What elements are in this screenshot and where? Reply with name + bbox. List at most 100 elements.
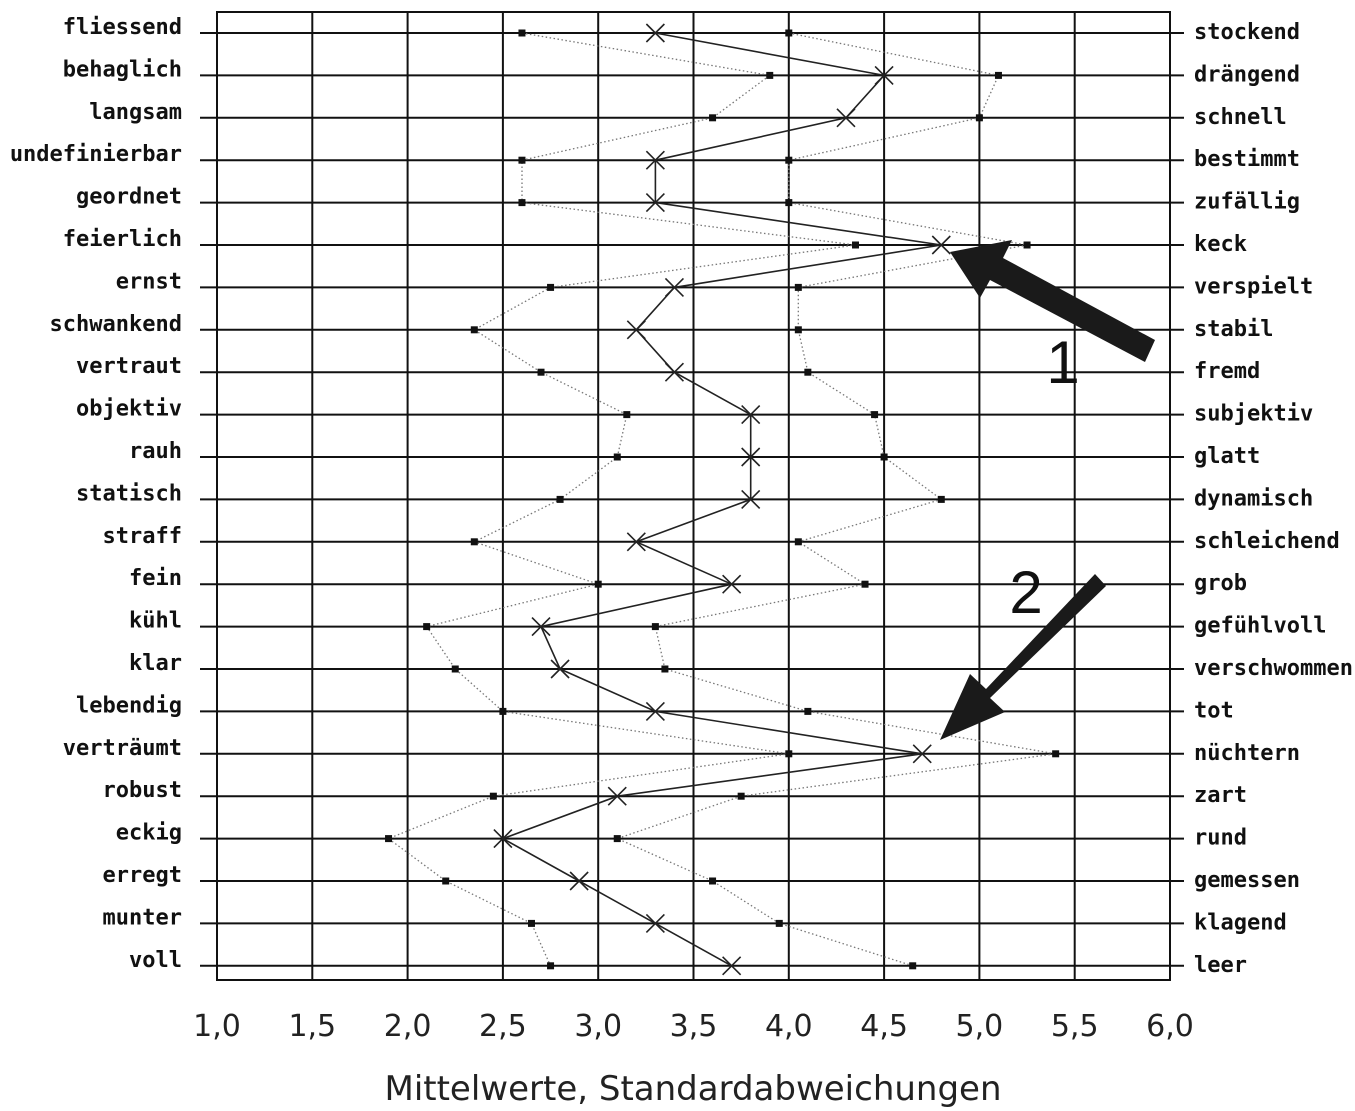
right-label: grob bbox=[1194, 571, 1247, 596]
right-label: zufällig bbox=[1194, 190, 1300, 215]
data-point-square bbox=[527, 919, 535, 927]
annotation-label-2: 2 bbox=[1009, 559, 1042, 626]
x-tick-label: 5,5 bbox=[1051, 1009, 1099, 1044]
data-point-square bbox=[709, 114, 717, 122]
data-point-square bbox=[470, 538, 478, 546]
data-point-x bbox=[531, 617, 551, 637]
data-point-square bbox=[518, 156, 526, 164]
data-point-square bbox=[794, 326, 802, 334]
right-label: glatt bbox=[1194, 444, 1260, 469]
data-point-square bbox=[499, 707, 507, 715]
x-tick-label: 4,5 bbox=[860, 1009, 908, 1044]
data-point-x bbox=[874, 65, 894, 85]
right-label: verschwommen bbox=[1194, 656, 1353, 681]
data-point-x bbox=[569, 871, 589, 891]
data-point-square bbox=[518, 29, 526, 37]
data-point-square bbox=[1052, 750, 1060, 758]
x-tick-label: 2,5 bbox=[479, 1009, 527, 1044]
series-2 bbox=[613, 29, 1060, 970]
data-point-x bbox=[664, 362, 685, 382]
data-point-x bbox=[550, 659, 570, 679]
data-point-square bbox=[442, 877, 450, 885]
left-label: robust bbox=[103, 778, 182, 803]
data-point-square bbox=[794, 283, 802, 291]
annotation-arrow-2 bbox=[940, 574, 1106, 740]
data-point-square bbox=[623, 411, 631, 419]
data-point-square bbox=[470, 326, 478, 334]
right-label: keck bbox=[1194, 232, 1247, 257]
data-point-x bbox=[912, 744, 932, 764]
x-axis-label: Mittelwerte, Standardabweichungen bbox=[384, 1069, 1001, 1109]
data-point-x bbox=[722, 956, 742, 976]
left-label: erregt bbox=[103, 863, 182, 888]
data-point-square bbox=[385, 835, 393, 843]
data-point-x bbox=[626, 320, 646, 340]
right-label: stockend bbox=[1194, 20, 1300, 45]
data-point-square bbox=[547, 962, 555, 970]
data-point-x bbox=[645, 193, 665, 213]
right-labels: stockend drängend schnell bestimmt zufällig k… bbox=[1194, 20, 1353, 978]
data-point-square bbox=[785, 156, 793, 164]
left-label: undefinierbar bbox=[10, 142, 182, 167]
data-point-x bbox=[664, 277, 685, 297]
data-point-square bbox=[852, 241, 860, 249]
data-point-square bbox=[975, 114, 983, 122]
data-point-x bbox=[645, 701, 665, 721]
data-point-x bbox=[741, 447, 761, 467]
right-label: stabil bbox=[1194, 317, 1273, 342]
data-point-square bbox=[804, 368, 812, 376]
data-point-square bbox=[861, 580, 869, 588]
left-label: statisch bbox=[76, 481, 182, 506]
left-label: kühl bbox=[129, 609, 182, 634]
left-label: objektiv bbox=[76, 397, 182, 422]
data-point-square bbox=[1023, 241, 1031, 249]
right-label: schnell bbox=[1194, 105, 1287, 130]
left-label: rauh bbox=[129, 439, 182, 464]
grid bbox=[200, 12, 1184, 980]
x-tick-label: 1,0 bbox=[193, 1009, 241, 1044]
series-0 bbox=[493, 23, 951, 976]
series-1 bbox=[385, 29, 860, 970]
data-point-square bbox=[613, 835, 621, 843]
annotation-label-1: 1 bbox=[1046, 329, 1079, 396]
right-label: bestimmt bbox=[1194, 147, 1300, 172]
data-point-x bbox=[836, 108, 856, 128]
right-label: nüchtern bbox=[1194, 741, 1300, 766]
data-point-square bbox=[785, 750, 793, 758]
data-point-x bbox=[493, 829, 513, 849]
data-point-square bbox=[709, 877, 717, 885]
data-point-square bbox=[794, 538, 802, 546]
left-label: munter bbox=[103, 905, 182, 930]
plot-frame bbox=[216, 11, 1171, 981]
data-point-square bbox=[880, 453, 888, 461]
right-label: gemessen bbox=[1194, 868, 1300, 893]
right-label: subjektiv bbox=[1194, 402, 1313, 427]
data-point-x bbox=[645, 150, 665, 170]
right-label: fremd bbox=[1194, 359, 1260, 384]
data-point-square bbox=[785, 199, 793, 207]
data-point-x bbox=[645, 913, 665, 933]
annotation-arrow-1 bbox=[950, 240, 1155, 362]
data-point-x bbox=[741, 405, 761, 425]
data-point-square bbox=[556, 495, 564, 503]
data-point-square bbox=[661, 665, 669, 673]
data-point-square bbox=[594, 580, 602, 588]
left-label: fliessend bbox=[63, 15, 182, 40]
right-label: klagend bbox=[1194, 910, 1287, 935]
x-tick-labels: 1,0 1,5 2,0 2,5 3,0 3,5 4,0 4,5 5,0 5,5 6,0 bbox=[193, 1009, 1194, 1044]
left-label: lebendig bbox=[76, 693, 182, 718]
data-point-x bbox=[722, 574, 742, 594]
left-label: voll bbox=[129, 948, 182, 973]
left-label: eckig bbox=[116, 821, 182, 846]
data-point-square bbox=[737, 792, 745, 800]
right-label: rund bbox=[1194, 826, 1247, 851]
left-label: straff bbox=[103, 524, 182, 549]
x-tick-label: 2,0 bbox=[384, 1009, 432, 1044]
left-label: ernst bbox=[116, 269, 182, 294]
left-label: vertraut bbox=[76, 354, 182, 379]
right-label: tot bbox=[1194, 698, 1234, 723]
right-label: zart bbox=[1194, 783, 1247, 808]
right-label: drängend bbox=[1194, 62, 1300, 87]
left-label: geordnet bbox=[76, 185, 182, 210]
